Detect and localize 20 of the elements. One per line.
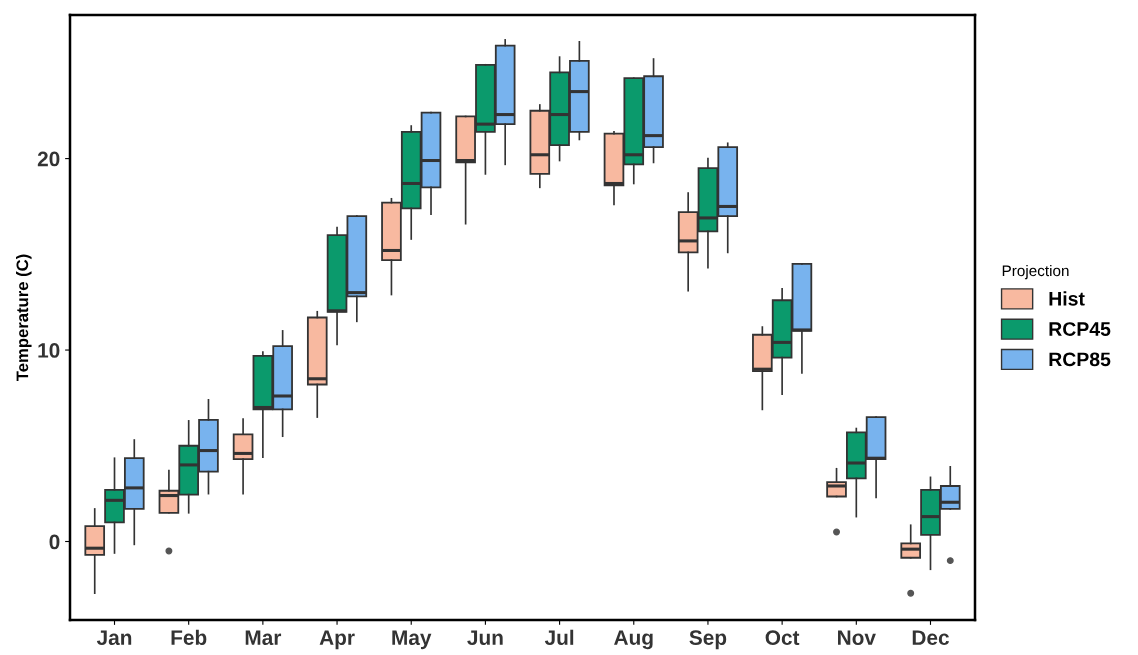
legend-title: Projection <box>1002 264 1069 280</box>
legend-label: Hist <box>1049 291 1085 306</box>
legend-label: RCP85 <box>1049 352 1111 367</box>
x-tick-label: Jan <box>96 630 132 646</box>
x-tick-label: Oct <box>765 630 800 646</box>
x-tick-label: May <box>392 630 432 650</box>
x-tick-label: Mar <box>245 630 282 646</box>
x-tick-label: Jun <box>467 630 503 646</box>
x-tick-label: Dec <box>912 630 949 646</box>
y-tick-label: 0 <box>49 534 60 550</box>
y-tick-label: 20 <box>37 151 60 167</box>
x-tick-label: Nov <box>838 630 876 646</box>
y-tick-label: 10 <box>38 343 60 358</box>
y-axis-title: Temperature (C) <box>16 254 32 382</box>
x-tick-label: Jul <box>544 629 574 646</box>
x-tick-label: Aug <box>614 630 653 650</box>
x-tick-label: Apr <box>319 630 355 650</box>
x-tick-label: Sep <box>689 630 727 650</box>
legend-label: RCP45 <box>1049 322 1111 336</box>
x-tick-label: Feb <box>171 629 207 646</box>
